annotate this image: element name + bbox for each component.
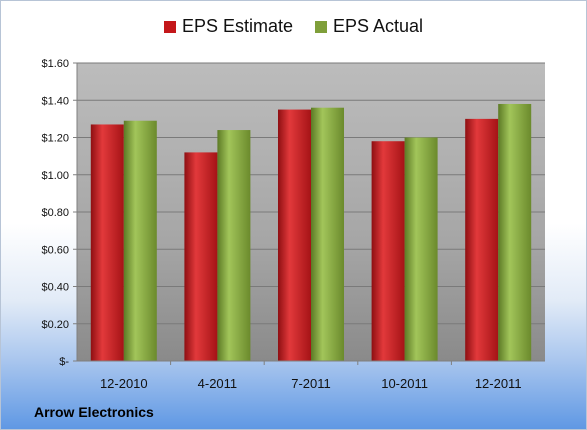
y-tick-label: $0.80 xyxy=(41,207,69,219)
legend-label-actual: EPS Actual xyxy=(332,16,424,36)
plot-area: $- $0.20 $0.40 $0.60 $0.80 $1.00 $1.20 $1.40 $1.… xyxy=(41,58,545,391)
bar-actual xyxy=(404,137,438,361)
y-tick-label: $0.20 xyxy=(41,319,69,331)
legend-entry-estimate: EPS Estimate xyxy=(163,16,293,37)
bar-estimate xyxy=(465,118,499,361)
bar-estimate xyxy=(90,124,124,362)
bar-actual xyxy=(217,130,251,361)
y-tick-label: $1.40 xyxy=(41,95,69,107)
y-tick-label: $1.20 xyxy=(41,133,69,145)
bar-estimate xyxy=(184,152,218,361)
x-tick-label: 12-2011 xyxy=(475,376,522,391)
bar-actual xyxy=(311,107,344,361)
legend-entry-actual: EPS Actual xyxy=(314,16,424,37)
x-tick-label: 4-2011 xyxy=(198,376,238,391)
bar-actual xyxy=(498,103,532,361)
y-tick-label: $1.60 xyxy=(41,58,69,70)
y-tick-label: $1.00 xyxy=(41,170,69,182)
x-tick-label: 12-2010 xyxy=(100,376,148,391)
legend: EPS Estimate EPS Actual xyxy=(1,16,586,37)
x-tick-label: 10-2011 xyxy=(381,376,428,391)
bar-estimate xyxy=(371,141,405,361)
legend-swatch-estimate xyxy=(163,20,176,33)
y-tick-label: $0.60 xyxy=(41,244,69,256)
y-tick-label: $- xyxy=(59,356,69,368)
bar-estimate xyxy=(278,109,311,361)
y-tick-label: $0.40 xyxy=(41,282,69,294)
bar-actual xyxy=(123,120,157,361)
x-tick-label: 7-2011 xyxy=(291,376,331,391)
legend-label-estimate: EPS Estimate xyxy=(181,16,293,36)
legend-swatch-actual xyxy=(314,20,327,33)
company-label: Arrow Electronics xyxy=(34,404,154,420)
